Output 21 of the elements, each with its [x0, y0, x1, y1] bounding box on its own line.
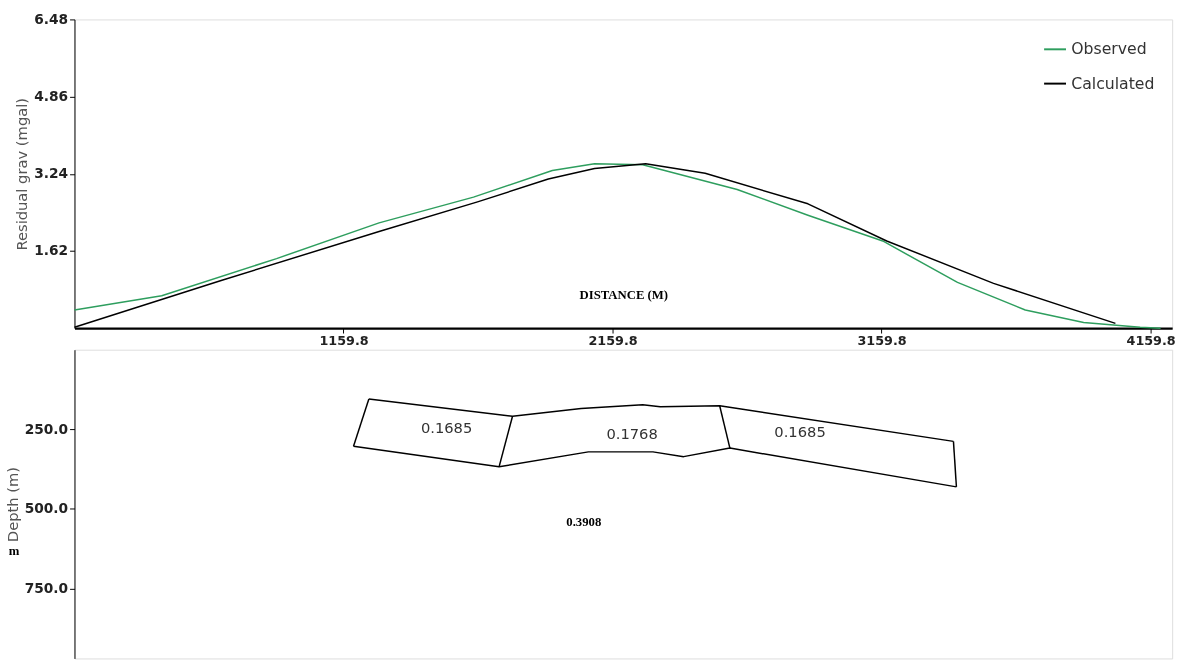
x-tick-label: 4159.8 [1126, 333, 1176, 349]
x-tick-label: 1159.8 [319, 333, 369, 349]
y-axis-title: Residual grav (mgal) [13, 97, 31, 251]
x-tick-label: 2159.8 [588, 333, 638, 349]
legend-label: Calculated [1071, 73, 1155, 93]
y-tick-label: 3.24 [34, 165, 69, 182]
x-tick-label: 3159.8 [857, 333, 907, 349]
text: m [8, 543, 20, 558]
y-tick-label: 750.0 [24, 579, 69, 596]
y-tick-label: 250.0 [24, 420, 69, 437]
x-axis-title: DISTANCE (M) [579, 288, 669, 303]
y-tick-label: 500.0 [24, 500, 69, 517]
annotation: 0.1685 [420, 419, 473, 437]
y-tick-label: 1.62 [34, 242, 69, 259]
annotation: 0.3908 [566, 514, 602, 529]
legend-label: Observed [1071, 39, 1147, 59]
annotation: 0.1685 [774, 423, 826, 441]
y-axis-title: Depth (m) [3, 466, 21, 543]
y-tick-label: 6.48 [34, 10, 69, 27]
y-tick-label: 4.86 [34, 88, 69, 105]
annotation: 0.1768 [606, 424, 658, 442]
